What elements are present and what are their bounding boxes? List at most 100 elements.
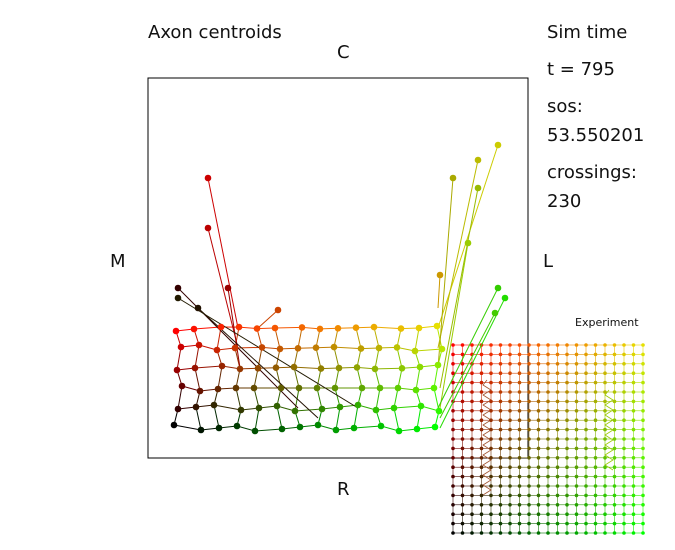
inset-grid-node [584,474,588,479]
inset-grid-node [479,503,484,507]
inset-grid-node [593,512,598,516]
inset-grid-node [470,531,474,535]
inset-grid-node [555,512,560,516]
sos-label: sos: [547,96,583,117]
axon-node [331,384,339,392]
inset-grid-node [593,380,598,385]
inset-grid-node [498,521,503,526]
inset-grid-node [631,446,636,451]
inset-grid-node [498,512,503,516]
inset-grid-node [584,521,588,526]
inset-grid-node [536,380,541,385]
axon-node [370,323,378,331]
axon-link [316,368,322,389]
axon-node [358,384,366,392]
inset-grid-node [508,446,512,451]
inset-grid-node [546,493,550,498]
inset-grid-node [622,521,626,526]
inset-grid-node [555,521,560,526]
inset-grid-node [574,512,579,516]
inset-grid-node [631,512,636,516]
inset-grid-node [517,390,522,394]
inset-grid-node [546,427,550,432]
inset-grid-node [479,390,484,394]
axon-link [416,405,422,430]
inset-grid-node [631,399,636,404]
inset-grid-node [612,343,617,347]
inset-grid-node [527,474,531,479]
inset-grid-node [489,474,493,479]
axon-node [250,384,258,392]
inset-grid-node [612,380,617,385]
inset-grid-node [641,390,645,394]
inset-grid-node [565,446,569,451]
axon-node [174,405,182,413]
crossing-axon [439,187,479,389]
axon-link [213,404,242,411]
inset-grid-node [622,437,626,441]
axon-node [232,384,240,392]
inset-grid-node [603,437,607,441]
inset-grid-node [517,512,522,516]
inset-grid-node [574,352,579,357]
inset-grid-node [536,437,541,441]
inset-grid-node [508,418,512,423]
inset-grid-node [451,493,455,498]
inset-grid-node [536,531,541,535]
inset-grid-node [603,352,607,357]
inset-grid-node [489,427,493,432]
inset-grid-node [612,371,617,376]
axon-outlier-node [204,174,212,182]
inset-grid-node [451,512,455,516]
axon-link [393,387,399,409]
inset-title: Experiment [575,316,639,329]
inset-fold-artifact [482,379,492,496]
inset-grid-node [517,371,522,376]
inset-grid-node [489,352,493,357]
inset-grid-node [536,484,541,488]
inset-grid-node [489,409,493,413]
axon-node [196,387,204,395]
axon-outlier-node [224,284,232,292]
inset-grid-node [631,427,636,432]
inset-grid-node [546,456,550,460]
inset-grid-node [574,371,579,376]
axon-node [390,404,398,412]
inset-grid-node [536,418,541,423]
axon-outlier-node [474,184,482,192]
inset-grid-node [593,456,598,460]
inset-grid-node [451,409,455,413]
axon-node [213,346,221,354]
inset-grid-node [603,521,607,526]
axon-outlier-node [494,141,502,149]
inset-grid-node [451,484,455,488]
axon-node [350,424,358,432]
inset-grid-node [517,474,522,479]
inset-grid-node [479,474,484,479]
inset-grid-node [479,371,484,376]
inset-grid-node [593,343,598,347]
axon-node [438,345,446,353]
inset-grid-node [593,362,598,366]
inset-grid-node [622,474,626,479]
inset-grid-node [460,418,465,423]
inset-grid-node [574,531,579,535]
axon-node [191,364,199,372]
inset-grid-node [574,390,579,394]
inset-grid-node [498,503,503,507]
inset-grid-node [603,418,607,423]
axon-node [330,343,338,351]
inset-grid-node [460,503,465,507]
inset-grid-node [508,456,512,460]
axon-node [433,322,441,330]
inset-grid-node [460,521,465,526]
inset-grid-node [527,362,531,366]
axon-node [195,341,203,349]
inset-grid-node [574,493,579,498]
inset-grid-node [489,371,493,376]
axon-node [233,422,241,430]
inset-grid-node [498,456,503,460]
inset-grid-node [584,418,588,423]
sim-time-label: Sim time [547,22,628,43]
inset-grid-node [641,362,645,366]
